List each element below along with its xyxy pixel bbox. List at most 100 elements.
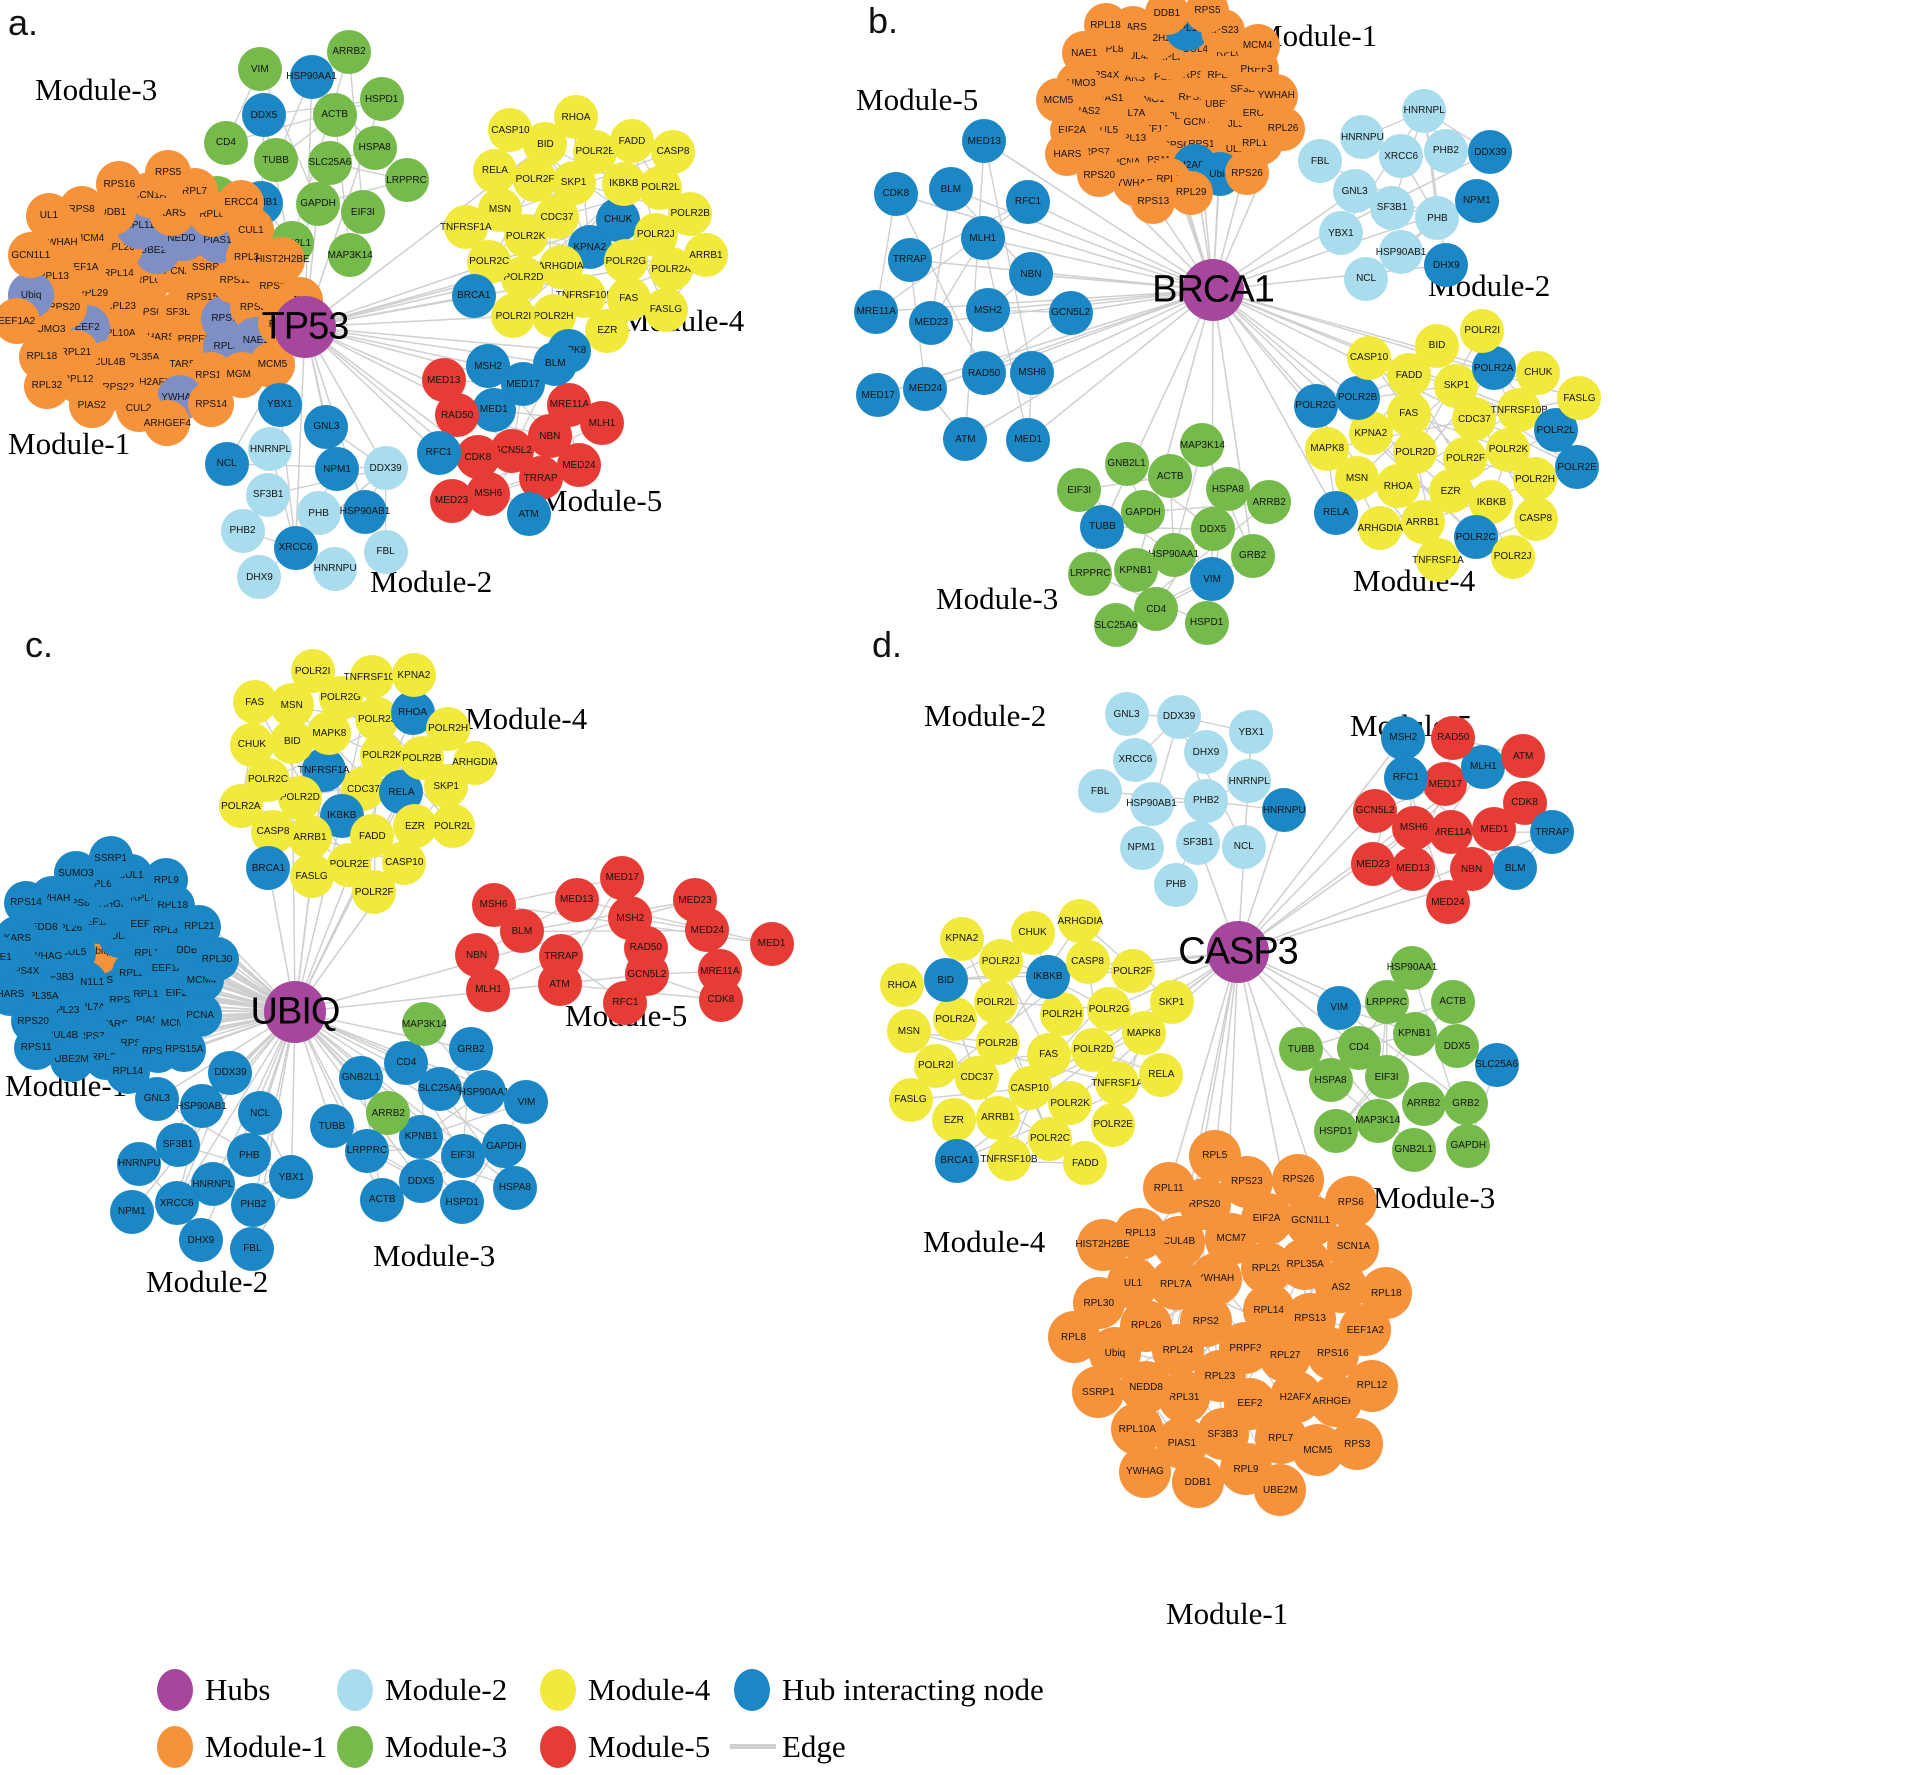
- node-EIF3I[interactable]: EIF3I: [340, 190, 385, 235]
- node-RPL30[interactable]: RPL30: [195, 937, 240, 982]
- node-SF3B1[interactable]: SF3B1: [1370, 185, 1415, 230]
- node-ARHGDIA[interactable]: ARHGDIA: [452, 740, 498, 785]
- node-ACTB[interactable]: ACTB: [1430, 979, 1475, 1024]
- node-MCM4[interactable]: MCM4: [1235, 23, 1280, 68]
- node-POLR2H[interactable]: POLR2H: [1512, 457, 1557, 502]
- node-PHB2[interactable]: PHB2: [1184, 778, 1228, 823]
- node-MSH6[interactable]: MSH6: [1010, 350, 1055, 395]
- node-HSPA8[interactable]: HSPA8: [352, 125, 397, 170]
- node-RELA[interactable]: RELA: [1314, 490, 1359, 535]
- node-POLR2I[interactable]: POLR2I: [290, 649, 335, 693]
- node-GRB2[interactable]: GRB2: [1443, 1081, 1488, 1126]
- node-MAP3K14[interactable]: MAP3K14: [1355, 1098, 1400, 1143]
- node-RPL18[interactable]: RPL18: [1083, 3, 1128, 48]
- node-NPM1[interactable]: NPM1: [315, 447, 360, 492]
- node-SF3B1[interactable]: SF3B1: [156, 1122, 201, 1167]
- node-ATM[interactable]: ATM: [537, 962, 582, 1007]
- node-GAPDH[interactable]: GAPDH: [296, 181, 341, 226]
- node-PHB2[interactable]: PHB2: [1423, 128, 1468, 173]
- node-NCL[interactable]: NCL: [1221, 824, 1266, 869]
- node-POLR2E[interactable]: POLR2E: [1091, 1102, 1136, 1147]
- node-RFC1[interactable]: RFC1: [1005, 179, 1050, 224]
- node-SSRP1[interactable]: SSRP1: [88, 836, 133, 881]
- node-EIF3I[interactable]: EIF3I: [1057, 468, 1102, 513]
- node-GAPDH[interactable]: GAPDH: [1120, 490, 1165, 535]
- node-GCN5L2[interactable]: GCN5L2: [1048, 290, 1093, 335]
- node-YBX1[interactable]: YBX1: [257, 382, 302, 427]
- node-NPM1[interactable]: NPM1: [109, 1189, 154, 1234]
- node-CHUK[interactable]: CHUK: [1516, 350, 1561, 395]
- node-PHB[interactable]: PHB: [1154, 862, 1199, 907]
- node-RPL29[interactable]: RPL29: [1169, 170, 1214, 215]
- hub-node-TP53[interactable]: [274, 296, 336, 358]
- node-RPS26[interactable]: RPS26: [1224, 151, 1269, 196]
- node-BLM[interactable]: BLM: [928, 167, 973, 212]
- node-POLR2L[interactable]: POLR2L: [973, 980, 1018, 1025]
- node-MSH2[interactable]: MSH2: [965, 288, 1010, 333]
- node-FASLG[interactable]: FASLG: [289, 854, 334, 899]
- node-FBL[interactable]: FBL: [363, 529, 408, 574]
- node-MSH2[interactable]: MSH2: [1381, 715, 1426, 760]
- node-TUBB[interactable]: TUBB: [1080, 504, 1125, 549]
- node-LRPPRC[interactable]: LRPPRC: [1068, 551, 1113, 596]
- node-GNB2L1[interactable]: GNB2L1: [338, 1055, 383, 1100]
- node-BRCA1[interactable]: BRCA1: [451, 273, 496, 318]
- node-DDX5[interactable]: DDX5: [1435, 1024, 1480, 1069]
- node-SKP1[interactable]: SKP1: [1149, 980, 1194, 1025]
- node-ATM[interactable]: ATM: [506, 492, 551, 537]
- node-CD4[interactable]: CD4: [203, 120, 248, 165]
- node-FASLG[interactable]: FASLG: [643, 287, 688, 332]
- node-DDX39[interactable]: DDX39: [363, 446, 408, 491]
- node-CD4[interactable]: CD4: [1134, 587, 1179, 632]
- node-MSH6[interactable]: MSH6: [1391, 805, 1436, 850]
- hub-node-UBIQ[interactable]: [264, 981, 326, 1043]
- node-RHOA[interactable]: RHOA: [554, 95, 598, 140]
- node-HSP90AA1[interactable]: HSP90AA1: [1387, 945, 1437, 990]
- node-VIM[interactable]: VIM: [1317, 985, 1362, 1030]
- node-DDX5[interactable]: DDX5: [399, 1159, 444, 1204]
- hub-node-CASP3[interactable]: [1207, 921, 1269, 983]
- node-CASP8[interactable]: CASP8: [1065, 939, 1110, 984]
- node-MED1[interactable]: MED1: [749, 921, 794, 966]
- node-PIAS2[interactable]: PIAS2: [68, 382, 115, 429]
- node-POLR2B[interactable]: POLR2B: [1335, 375, 1380, 420]
- node-CDK8[interactable]: CDK8: [698, 977, 743, 1022]
- node-UBE2M[interactable]: UBE2M: [1254, 1464, 1307, 1517]
- node-BLM[interactable]: BLM: [533, 341, 578, 386]
- node-GNL3[interactable]: GNL3: [1104, 692, 1149, 737]
- node-GRB2[interactable]: GRB2: [1230, 533, 1275, 578]
- node-POLR2A[interactable]: POLR2A: [933, 997, 977, 1042]
- node-MED24[interactable]: MED24: [1425, 880, 1470, 925]
- node-SLC25A6[interactable]: SLC25A6: [1474, 1042, 1519, 1087]
- node-GAPDH[interactable]: GAPDH: [1446, 1123, 1491, 1168]
- node-ARRB2[interactable]: ARRB2: [327, 29, 372, 74]
- node-FAS[interactable]: FAS: [1386, 391, 1431, 436]
- node-KPNB1[interactable]: KPNB1: [1113, 548, 1158, 592]
- node-TUBB[interactable]: TUBB: [253, 138, 298, 183]
- node-HNRNPL[interactable]: HNRNPL: [1402, 88, 1447, 133]
- node-RELA[interactable]: RELA: [1139, 1052, 1184, 1097]
- node-IKBKB[interactable]: IKBKB: [1025, 954, 1070, 999]
- node-GNL3[interactable]: GNL3: [134, 1076, 179, 1121]
- node-EZR[interactable]: EZR: [585, 308, 630, 353]
- node-YWHAG[interactable]: YWHAG: [1118, 1445, 1171, 1498]
- node-RAD50[interactable]: RAD50: [1431, 715, 1476, 760]
- node-FASLG[interactable]: FASLG: [888, 1077, 933, 1122]
- node-CASP10[interactable]: CASP10: [1347, 335, 1392, 380]
- node-POLR2B[interactable]: POLR2B: [668, 191, 713, 236]
- node-GCN5L2[interactable]: GCN5L2: [1353, 788, 1398, 833]
- node-DDX39[interactable]: DDX39: [1157, 694, 1202, 739]
- node-SLC25A6[interactable]: SLC25A6: [307, 140, 352, 185]
- node-RPL26[interactable]: RPL26: [1261, 106, 1306, 151]
- node-LRPPRC[interactable]: LRPPRC: [384, 158, 429, 203]
- node-HSP90AB1[interactable]: HSP90AB1: [1126, 781, 1177, 826]
- node-CASP8[interactable]: CASP8: [651, 129, 696, 174]
- node-POLR2L[interactable]: POLR2L: [431, 804, 476, 849]
- node-POLR2A[interactable]: POLR2A: [218, 784, 263, 829]
- node-ARRB2[interactable]: ARRB2: [1401, 1081, 1446, 1126]
- node-RHOA[interactable]: RHOA: [880, 963, 925, 1008]
- node-NPM1[interactable]: NPM1: [1119, 825, 1164, 870]
- node-FADD[interactable]: FADD: [610, 119, 654, 164]
- node-MED13[interactable]: MED13: [1391, 846, 1436, 891]
- node-HSPD1[interactable]: HSPD1: [359, 77, 404, 122]
